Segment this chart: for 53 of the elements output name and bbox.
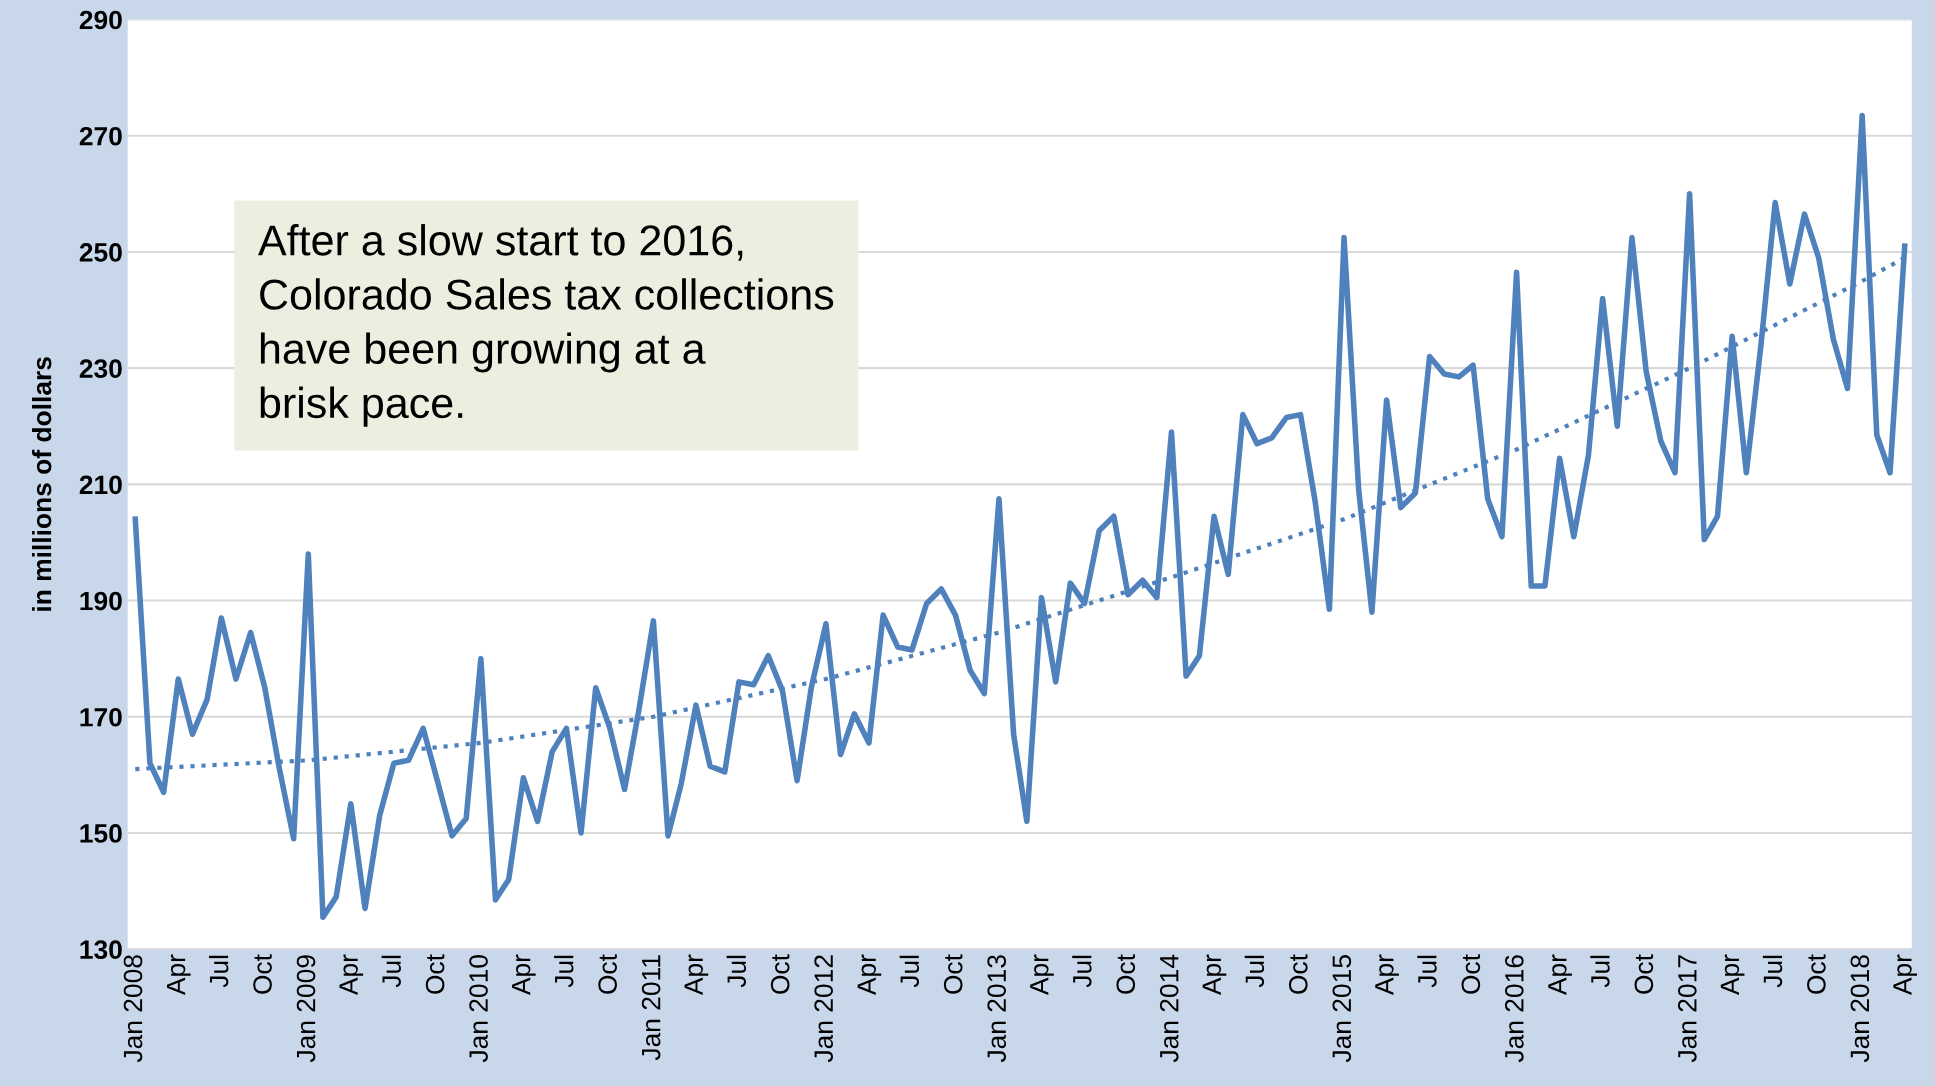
x-tick-label: Oct	[1288, 954, 1308, 994]
x-tick-label: Oct	[1116, 954, 1136, 994]
x-tick-label: Jul	[1072, 955, 1092, 988]
y-tick-label: 130	[80, 940, 122, 960]
x-tick-label: Jul	[1244, 955, 1265, 988]
annotation: After a slow start to 2016, Colorado Sales tax collections have been growing at a brisk pace.	[258, 224, 834, 427]
x-tick-label: Jan 2014	[1159, 954, 1179, 1063]
x-tick-label: Jan 2016	[1504, 955, 1524, 1063]
x-tick-label: Apr	[1030, 954, 1054, 996]
x-tick-label: Jul	[899, 955, 920, 988]
x-tick-label: Jan 2013	[987, 955, 1007, 1063]
x-tick-label: Jan 2012	[814, 955, 834, 1063]
x-tick-label: Jul	[1417, 955, 1437, 988]
x-tick-label: Apr	[1375, 954, 1399, 996]
x-tick-label: Apr	[1202, 954, 1227, 996]
x-tick-label: Jul	[209, 955, 229, 988]
x-tick-label: Jan 2008	[123, 955, 143, 1063]
x-tick-label: Apr	[1548, 954, 1572, 996]
y-tick-label: 250	[79, 243, 122, 262]
x-tick-label: Jul	[554, 955, 574, 988]
x-tick-label: Jul	[1762, 955, 1783, 988]
y-tick-label: 170	[80, 707, 122, 727]
x-tick-label: Oct	[598, 954, 617, 994]
x-tick-label: Apr	[166, 954, 191, 996]
y-tick-label: 230	[79, 359, 122, 379]
x-tick-label: Jan 2011	[641, 955, 661, 1061]
x-tick-label: Apr	[512, 954, 536, 996]
x-tick-label: Oct	[425, 954, 445, 994]
x-tick-label: Apr	[339, 954, 364, 996]
x-tick-label: Oct	[1807, 954, 1826, 994]
y-axis-title: in millions of dollars	[32, 357, 52, 611]
y-tick-label: 210	[79, 475, 122, 495]
x-tick-label: Jan 2010	[469, 955, 488, 1063]
y-tick-label: 150	[80, 824, 122, 843]
y-tick-label: 190	[80, 591, 122, 611]
x-tick-label: Oct	[1461, 954, 1481, 994]
x-tick-label: Oct	[1634, 954, 1654, 994]
x-tick-label: Oct	[253, 954, 272, 994]
x-tick-label: Jul	[726, 955, 747, 988]
x-tick-label: Apr	[857, 954, 882, 996]
y-tick-label: 270	[79, 126, 122, 146]
x-tick-label: Jul	[1590, 955, 1610, 988]
x-tick-label: Jan 2017	[1678, 955, 1697, 1063]
x-tick-label: Apr	[684, 954, 709, 996]
x-tick-label: Apr	[1893, 954, 1917, 996]
x-tick-label: Jan 2015	[1332, 955, 1352, 1063]
x-tick-label: Oct	[770, 954, 790, 994]
x-tick-label: Jan 2009	[296, 955, 316, 1063]
x-tick-label: Apr	[1720, 954, 1745, 996]
x-tick-label: Jul	[381, 955, 401, 988]
x-tick-label: Oct	[943, 954, 963, 994]
y-tick-label: 290	[79, 10, 122, 30]
x-tick-label: Jan 2018	[1850, 955, 1870, 1063]
